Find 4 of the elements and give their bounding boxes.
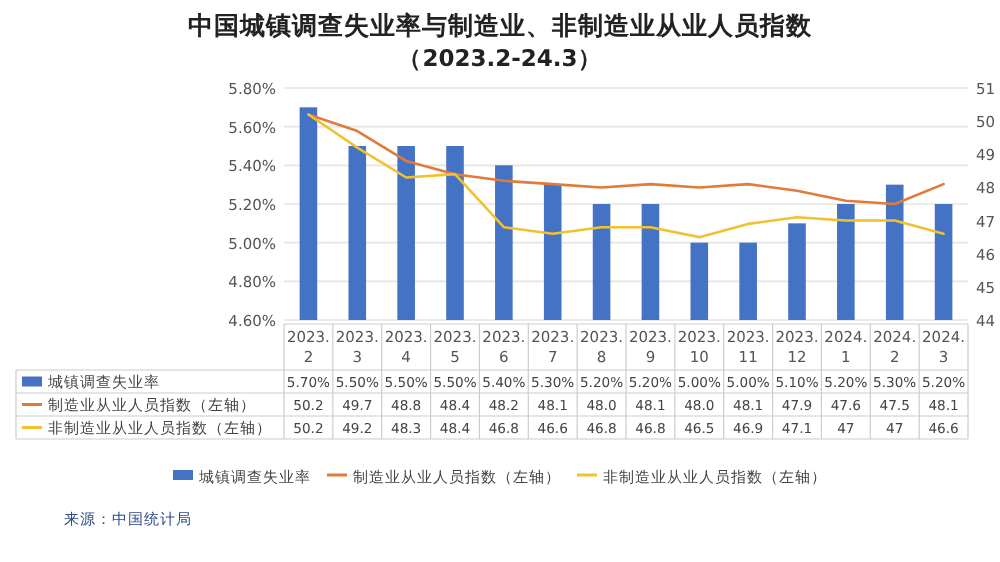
chart-subtitle: （2023.2-24.3） [398,44,602,72]
chart-title: 中国城镇调查失业率与制造业、非制造业从业人员指数 [188,10,814,40]
line-series [307,113,945,206]
line-series [307,113,945,239]
